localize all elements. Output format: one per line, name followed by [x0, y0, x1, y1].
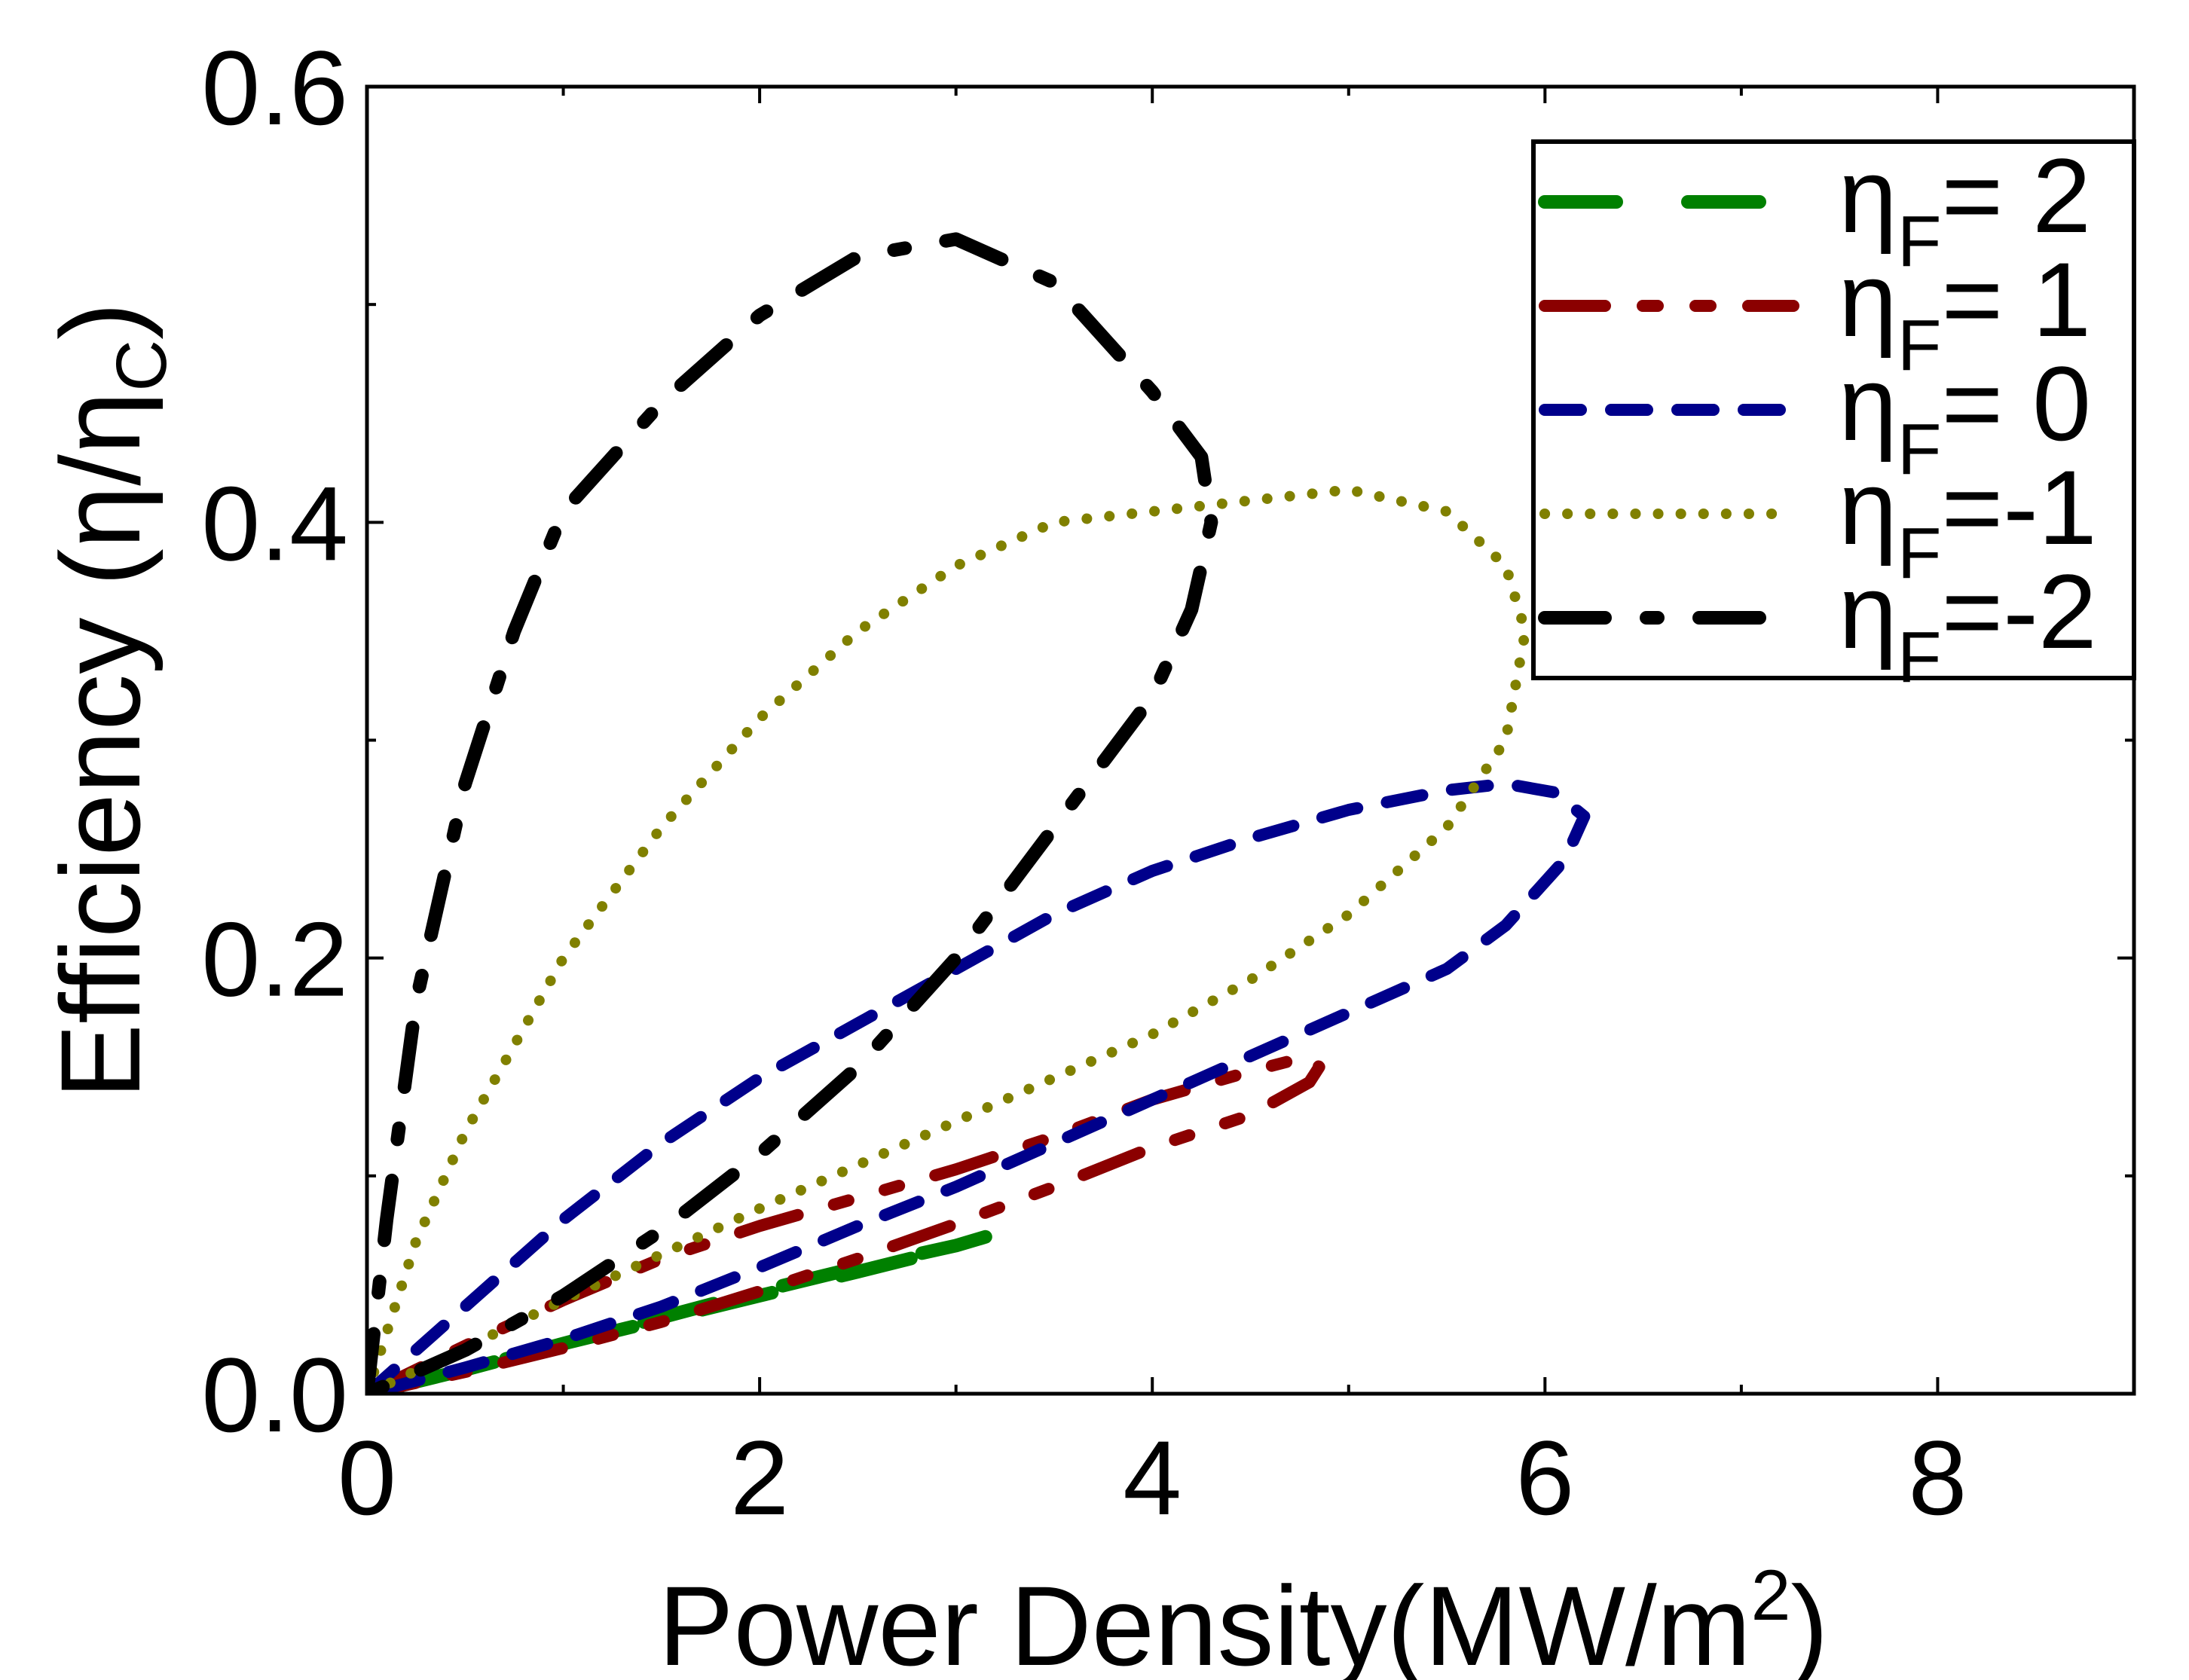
y-axis-title: Efficiency (η/ηC) — [37, 302, 182, 1099]
y-tick-label: 0.2 — [201, 900, 348, 1019]
x-tick-label: 6 — [1515, 1419, 1574, 1537]
legend-label: ηF= 2 — [1839, 136, 2091, 282]
y-axis-title-sub: C — [102, 340, 182, 392]
x-tick-label: 2 — [730, 1419, 789, 1537]
x-tick-label: 0 — [338, 1419, 396, 1537]
y-tick-label: 0.6 — [201, 29, 348, 147]
y-tick-label: 0.0 — [201, 1336, 348, 1454]
legend-label: ηF= 0 — [1839, 344, 2091, 490]
legend-label: ηF=-1 — [1839, 448, 2097, 594]
legend-label: ηF= 1 — [1839, 240, 2091, 386]
x-axis-title: Power Density(MW/m2) — [659, 1556, 1829, 1680]
x-axis-title-sup: 2 — [1751, 1556, 1791, 1636]
x-tick-label: 8 — [1909, 1419, 1967, 1537]
series-line-0 — [367, 777, 1591, 1394]
legend: ηF= 2ηF= 1ηF= 0ηF=-1ηF=-2 — [1531, 136, 2136, 698]
ticks-layer: 0 2 4 6 8 0.0 0.2 0.4 0.6 — [201, 29, 2134, 1537]
series-layer — [367, 232, 1591, 1394]
series-line-neg2 — [367, 232, 1218, 1394]
y-tick-label: 0.4 — [201, 464, 348, 582]
legend-label: ηF=-2 — [1839, 552, 2097, 698]
series-line-neg1 — [367, 484, 1531, 1394]
series-line-1 — [367, 1049, 1325, 1394]
x-tick-label: 4 — [1123, 1419, 1182, 1537]
